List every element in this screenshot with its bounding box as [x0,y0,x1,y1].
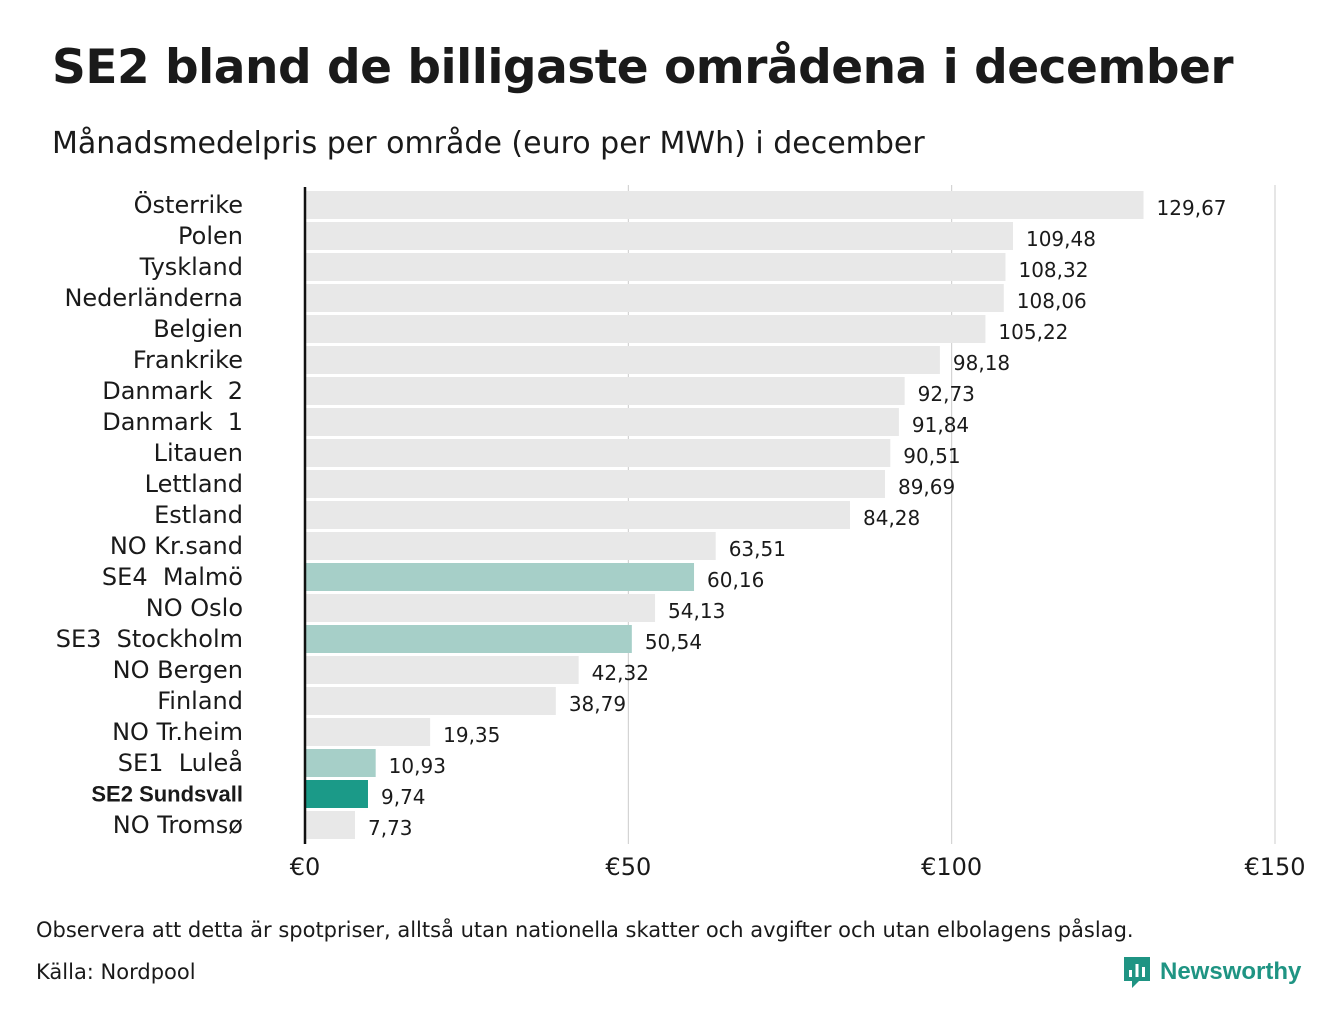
category-label: Lettland [145,470,243,498]
category-label: Nederländerna [64,284,243,312]
bar-chart: Österrike 129,67 Polen 109,48 Tyskland 108,32… [56,185,1306,881]
bar [305,408,899,436]
bar [305,439,891,467]
value-label: 42,32 [592,661,649,685]
category-label: NO Tromsø [113,811,243,839]
category-label: SE3 Stockholm [56,625,243,653]
value-label: 63,51 [729,537,786,561]
bar [305,377,905,405]
value-label: 105,22 [998,320,1068,344]
category-label: Frankrike [133,346,243,374]
value-label: 109,48 [1026,227,1096,251]
category-label: Danmark 2 [102,377,243,405]
bar [305,749,376,777]
value-label: 54,13 [668,599,725,623]
value-label: 84,28 [863,506,920,530]
value-label: 98,18 [953,351,1010,375]
category-label: Litauen [154,439,243,467]
x-tick-label: €0 [290,853,321,881]
brand-name: Newsworthy [1160,958,1302,985]
value-label: 92,73 [918,382,975,406]
value-label: 129,67 [1157,196,1227,220]
value-label: 7,73 [368,816,413,840]
bar [305,315,986,343]
value-label: 89,69 [898,475,955,499]
category-label: Tyskland [139,253,243,281]
bar [305,687,556,715]
value-label: 10,93 [389,754,446,778]
bar [305,501,851,529]
bar [305,191,1144,219]
bar [305,470,885,498]
category-label: SE4 Malmö [102,563,243,591]
value-label: 91,84 [912,413,969,437]
bar [305,284,1004,312]
category-label: Finland [157,687,243,715]
x-tick-label: €150 [1244,853,1305,881]
category-label: Polen [178,222,243,250]
footnote: Observera att detta är spotpriser, allts… [36,918,1134,942]
bar [305,532,716,560]
bar [305,222,1013,250]
x-tick-label: €100 [921,853,982,881]
value-label: 90,51 [903,444,960,468]
bar [305,656,579,684]
brand-logo: Newsworthy [1122,955,1301,989]
value-label: 108,32 [1018,258,1088,282]
category-label: NO Kr.sand [110,532,243,560]
chart-title: SE2 bland de billigaste områdena i decem… [52,40,1234,95]
chart-subtitle: Månadsmedelpris per område (euro per MWh… [52,126,925,161]
category-label: NO Bergen [113,656,243,684]
value-label: 108,06 [1017,289,1087,313]
category-label: NO Oslo [146,594,243,622]
value-label: 38,79 [569,692,626,716]
bar [305,563,695,591]
value-label: 50,54 [645,630,702,654]
category-label: Belgien [153,315,243,343]
source-note: Källa: Nordpool [36,960,196,984]
bar [305,346,940,374]
bar [305,625,632,653]
value-label: 60,16 [707,568,764,592]
bar [305,253,1006,281]
category-label: NO Tr.heim [112,718,243,746]
x-tick-label: €50 [605,853,651,881]
category-label: Estland [154,501,243,529]
newsworthy-logo-icon [1124,957,1150,988]
bar [305,718,431,746]
value-label: 9,74 [381,785,426,809]
bar [305,811,355,839]
bar [305,780,368,808]
value-label: 19,35 [443,723,500,747]
category-label: SE2 Sundsvall [91,782,243,807]
category-label: SE1 Luleå [118,748,243,777]
category-label: Danmark 1 [102,408,243,436]
bar [305,594,656,622]
category-label: Österrike [134,190,243,219]
